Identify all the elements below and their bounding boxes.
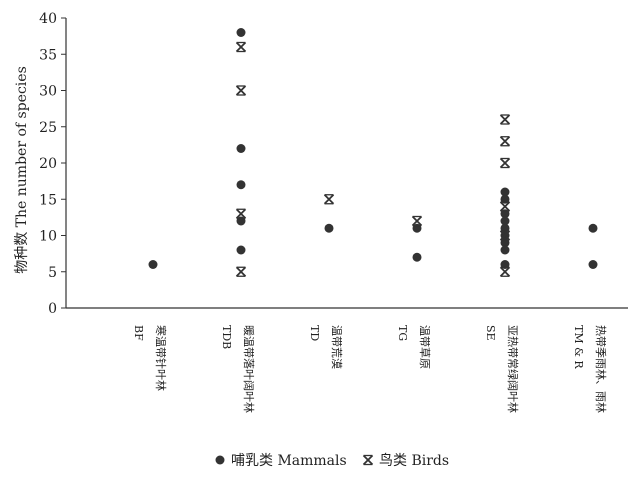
y-axis-title: 物种数 The number of species	[14, 66, 30, 274]
category-name-label: 热带季雨林、雨林	[594, 325, 608, 413]
legend-mammal-marker	[215, 455, 225, 465]
category-code-label: TDB	[220, 325, 233, 349]
bird-point	[499, 136, 511, 147]
mammal-point	[500, 245, 510, 255]
bird-point	[499, 157, 511, 169]
category-code-label: TG	[396, 325, 409, 341]
mammal-point	[236, 144, 246, 153]
y-tick-label: 0	[48, 301, 57, 317]
bird-point	[235, 266, 247, 277]
mammal-point	[236, 245, 246, 255]
y-tick-label: 25	[39, 120, 57, 136]
category-name-label: 温带荒漠	[330, 325, 343, 369]
y-tick-label: 20	[39, 156, 57, 172]
bird-point	[235, 85, 247, 96]
mammal-point	[588, 223, 598, 233]
y-tick-label: 35	[39, 47, 57, 63]
legend-bird-marker	[362, 454, 374, 466]
mammal-point	[500, 216, 510, 226]
category-code-label: TD	[308, 325, 321, 341]
mammal-point	[236, 28, 246, 37]
bird-point	[499, 201, 511, 212]
mammal-point	[324, 223, 334, 233]
y-tick-labels: 0 5 10 15 20 25 30 35 40	[39, 11, 57, 317]
category-labels: BF 寒温带针叶林 TDB 暖温带落叶阔叶林 TD 温带荒漠 TG 温带草原 SE 亚热带常绿阔叶…	[132, 325, 608, 413]
category-code-label: TM & R	[572, 325, 585, 369]
bird-point	[411, 215, 423, 227]
bird-point	[499, 114, 511, 125]
mammal-point	[588, 260, 598, 269]
axes	[61, 17, 628, 309]
y-tick-label: 30	[39, 84, 57, 100]
y-tick-label: 40	[39, 11, 57, 27]
mammal-point	[236, 180, 246, 190]
legend: 哺乳类 Mammals 鸟类 Birds	[215, 453, 449, 469]
category-code-label: BF	[132, 325, 145, 341]
mammal-point	[148, 260, 158, 269]
data-points	[148, 28, 598, 277]
category-name-label: 寒温带针叶林	[154, 325, 168, 391]
bird-point	[235, 208, 247, 219]
mammal-point	[500, 187, 510, 197]
y-tick-label: 10	[39, 229, 57, 245]
bird-point	[499, 230, 511, 241]
mammal-point	[412, 252, 422, 262]
bird-point	[499, 266, 511, 277]
category-code-label: SE	[484, 325, 497, 341]
category-name-label: 温带草原	[418, 325, 431, 369]
category-name-label: 亚热带常绿阔叶林	[506, 325, 520, 413]
y-tick-label: 5	[48, 265, 57, 281]
y-tick-label: 15	[39, 192, 57, 208]
legend-mammal-label: 哺乳类 Mammals	[231, 453, 347, 469]
category-name-label: 暖温带落叶阔叶林	[242, 325, 256, 413]
bird-point	[235, 41, 247, 53]
legend-bird-label: 鸟类 Birds	[379, 453, 449, 469]
bird-point	[323, 194, 335, 205]
